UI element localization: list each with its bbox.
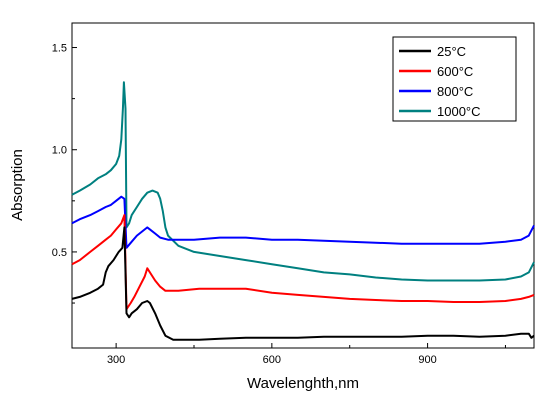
x-tick-label: 600 (263, 354, 281, 366)
legend-label: 25°C (437, 44, 466, 59)
series-line (71, 195, 535, 249)
legend-box (392, 36, 517, 122)
legend: 25°C 600°C 800°C 1000°C (392, 36, 517, 122)
legend-label: 600°C (437, 64, 473, 79)
y-tick-label: 1.0 (52, 145, 67, 157)
series-line (71, 214, 535, 311)
legend-label: 1000°C (437, 104, 481, 119)
y-tick-label: 0.5 (52, 247, 67, 259)
x-tick-label: 900 (418, 354, 436, 366)
series-line (71, 81, 535, 282)
series-line (71, 226, 535, 341)
y-tick-label: 1.5 (52, 43, 67, 55)
plot-frame (71, 22, 535, 349)
legend-label: 800°C (437, 84, 473, 99)
x-axis-title: Wavelenghth,nm (247, 375, 359, 392)
y-axis-ticks: 0.5 1.0 1.5 (52, 43, 77, 304)
series-layer (71, 81, 535, 341)
x-tick-label: 300 (107, 354, 125, 366)
x-axis-ticks: 300 600 900 (107, 343, 506, 366)
y-axis-title: Absorption (9, 149, 26, 221)
